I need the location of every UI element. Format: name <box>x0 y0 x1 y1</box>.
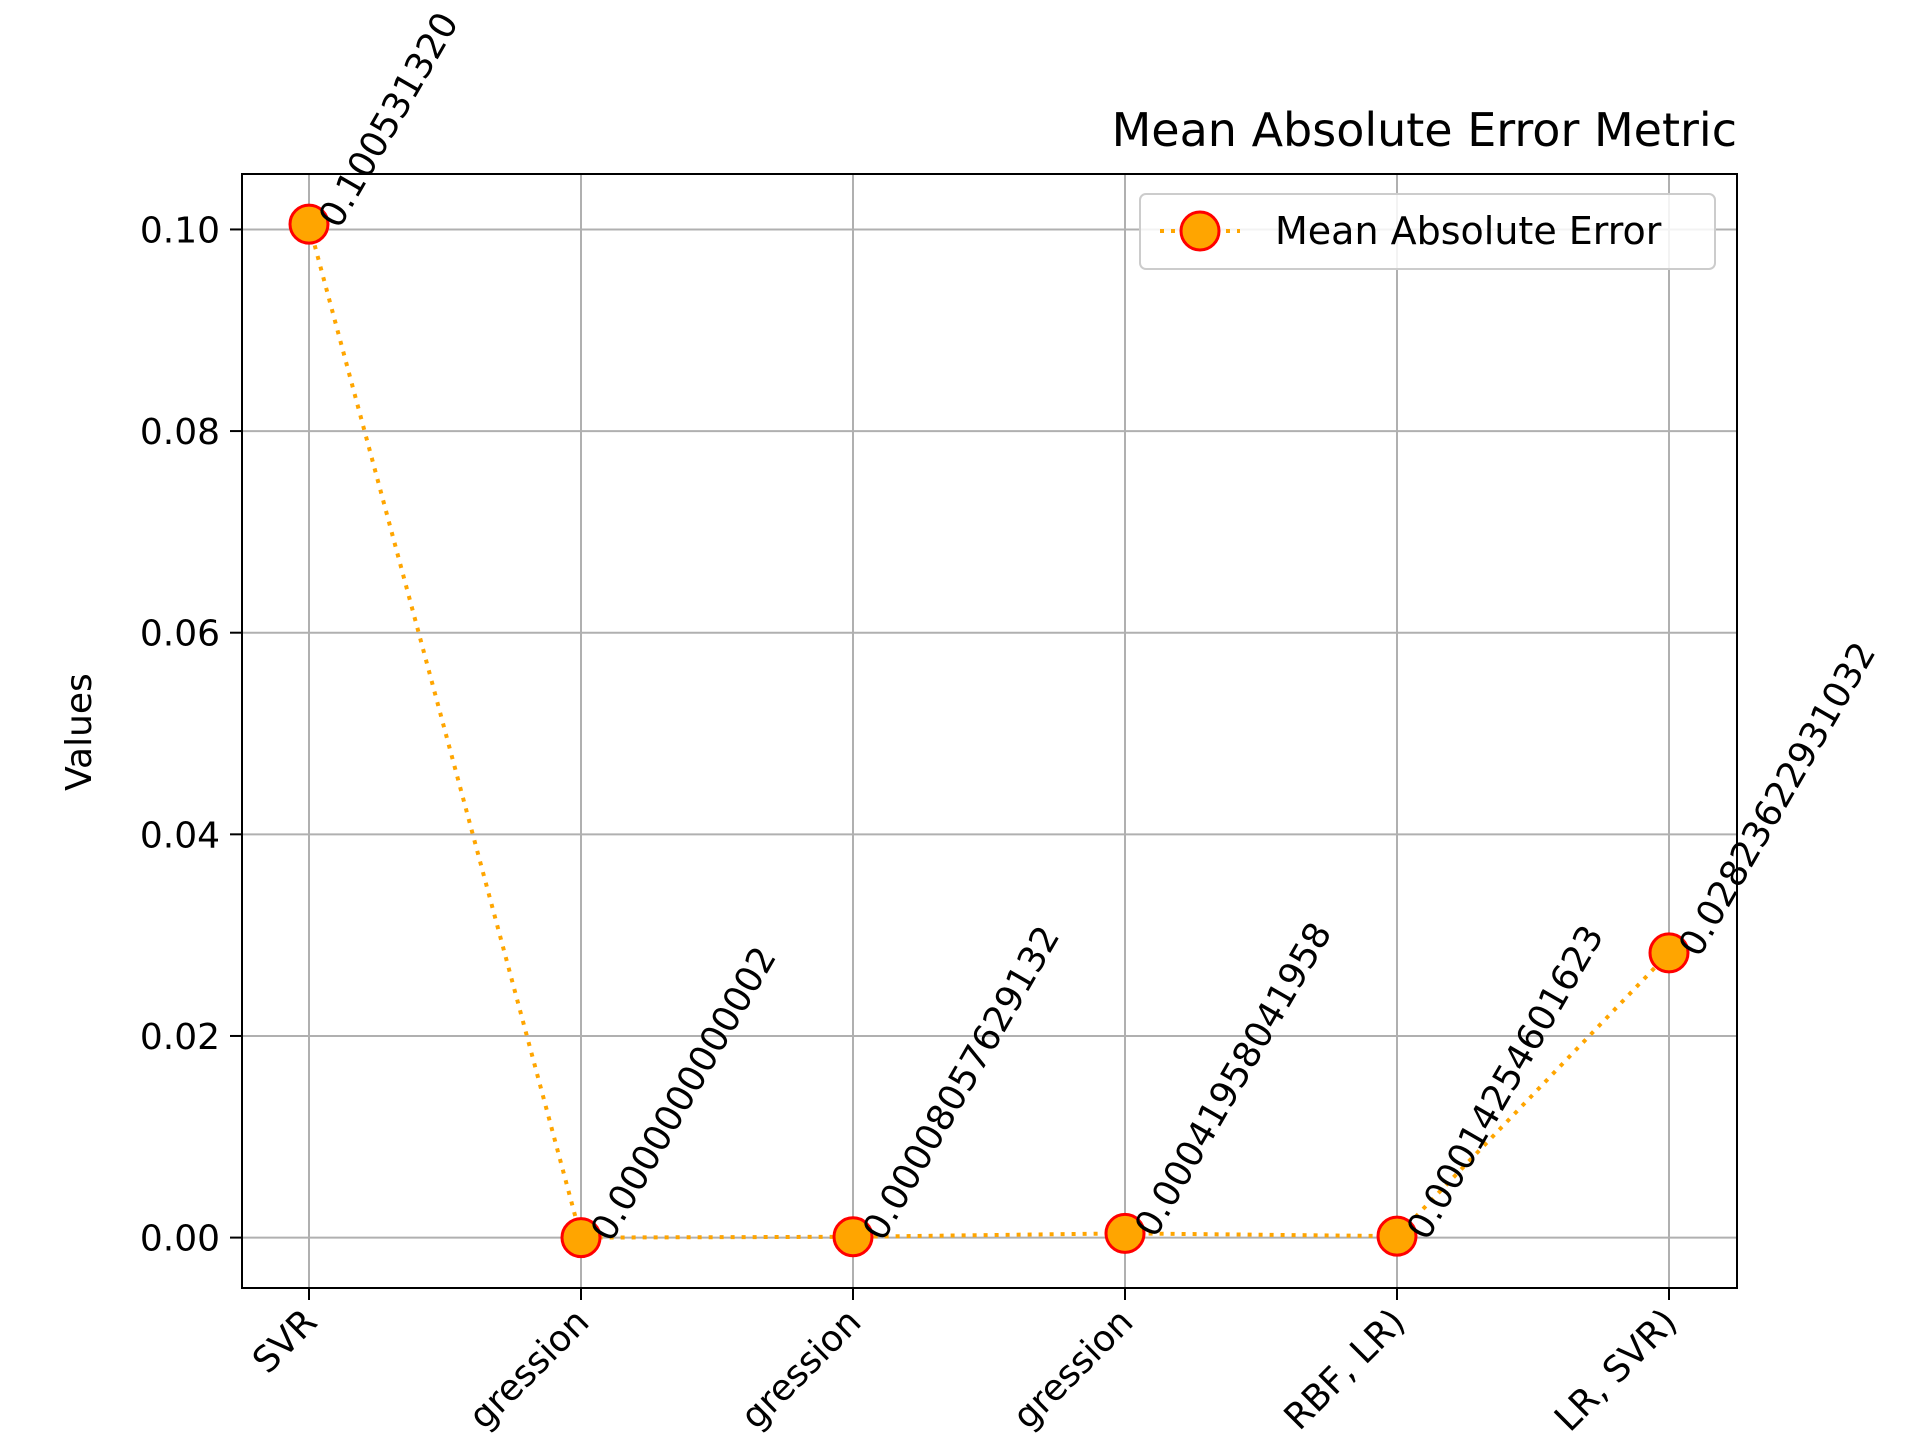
data-label: 0.00041958041958 <box>1127 916 1340 1244</box>
data-point <box>288 203 330 245</box>
data-point <box>560 1217 602 1259</box>
y-tick-label: 0.00 <box>140 1219 220 1260</box>
legend-marker <box>1179 210 1221 252</box>
data-label: 0.00008057629132 <box>855 919 1068 1247</box>
legend-label: Mean Absolute Error <box>1275 209 1662 253</box>
y-tick-label: 0.06 <box>140 614 220 655</box>
x-tick-label: gression <box>1005 1301 1141 1437</box>
data-point <box>1376 1215 1418 1257</box>
y-tick-label: 0.08 <box>140 412 220 453</box>
data-label: 0.100531320 <box>311 6 467 235</box>
x-tick-label: RBF, LR) <box>1277 1301 1414 1438</box>
y-tick-label: 0.04 <box>140 815 220 856</box>
y-tick-label: 0.10 <box>140 210 220 251</box>
x-tick-label: LR, SVR) <box>1547 1301 1685 1439</box>
chart-title: Mean Absolute Error Metric <box>1112 103 1737 157</box>
x-tick-label: gression <box>733 1301 869 1437</box>
data-point <box>832 1216 874 1258</box>
data-label: 0.00014254601623 <box>1399 919 1612 1247</box>
data-label: 0.02823622931032 <box>1671 635 1884 963</box>
x-tick-label: gression <box>461 1301 597 1437</box>
series-layer <box>288 203 1690 1259</box>
plot-frame <box>241 173 1738 1289</box>
grid <box>242 174 1737 1288</box>
series-line <box>307 223 1671 1240</box>
data-point <box>1104 1212 1146 1254</box>
legend-frame <box>1139 193 1716 270</box>
data-labels: 0.100531320 0.0000000000002 0.000080576291… <box>311 6 1884 1248</box>
y-tick-label: 0.02 <box>140 1017 220 1058</box>
y-axis-label: Values <box>59 673 100 791</box>
data-label: 0.0000000000002 <box>583 940 785 1248</box>
data-point <box>1648 932 1690 974</box>
x-tick-label: SVR <box>245 1301 325 1381</box>
axes: 0.00 0.02 0.04 0.06 0.08 0.10 SVR gression gress… <box>140 173 1738 1440</box>
legend: Mean Absolute Error <box>1139 193 1716 270</box>
